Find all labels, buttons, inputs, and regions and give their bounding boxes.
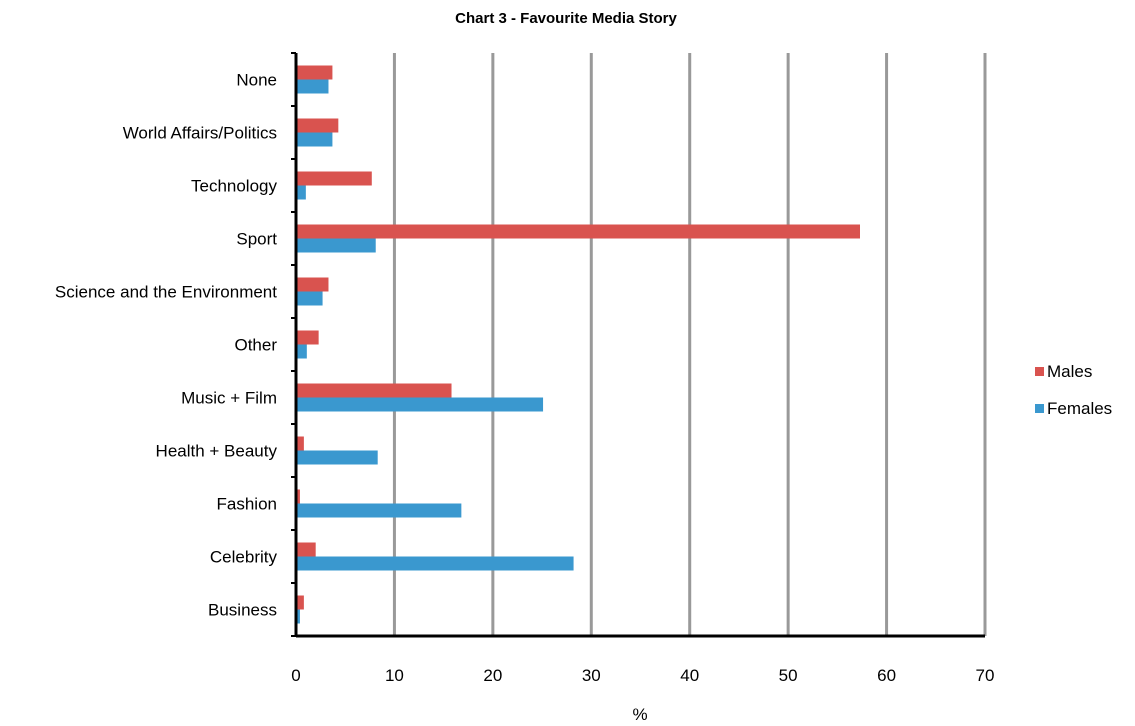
x-tick-label: 60 [877, 666, 896, 685]
category-label: Sport [236, 230, 277, 249]
category-label: Science and the Environment [55, 283, 277, 302]
bars [296, 65, 860, 624]
bar-males-9 [296, 542, 316, 557]
bar-females-2 [296, 185, 306, 200]
chart-title: Chart 3 - Favourite Media Story [455, 10, 677, 27]
x-tick-label: 20 [483, 666, 502, 685]
category-label: Music + Film [181, 389, 277, 408]
bar-males-5 [296, 330, 319, 345]
bar-females-3 [296, 238, 376, 253]
bar-females-1 [296, 132, 333, 147]
category-label: None [236, 71, 277, 90]
category-label: Celebrity [210, 548, 278, 567]
x-tick-label: 70 [976, 666, 995, 685]
x-axis-label: % [632, 705, 647, 724]
bar-males-4 [296, 277, 329, 292]
bar-males-8 [296, 489, 300, 504]
bar-males-6 [296, 383, 452, 398]
bar-females-0 [296, 79, 329, 94]
bar-females-8 [296, 503, 462, 518]
bar-males-2 [296, 171, 372, 186]
bar-males-0 [296, 65, 333, 80]
bar-females-10 [296, 609, 300, 624]
category-label: Health + Beauty [156, 442, 278, 461]
legend: Males Females [1035, 362, 1112, 418]
bar-females-7 [296, 450, 378, 465]
x-tick-label: 50 [779, 666, 798, 685]
category-label: Fashion [217, 495, 277, 514]
category-labels: None World Affairs/Politics Technology Spor… [55, 71, 278, 620]
bar-males-7 [296, 436, 304, 451]
axes [291, 52, 985, 638]
bar-females-5 [296, 344, 307, 359]
category-label: Technology [191, 177, 278, 196]
bar-females-4 [296, 291, 323, 306]
legend-label-males: Males [1047, 362, 1092, 381]
x-tick-label: 30 [582, 666, 601, 685]
x-tick-label: 40 [680, 666, 699, 685]
bar-females-9 [296, 556, 574, 571]
bar-males-10 [296, 595, 304, 610]
bar-females-6 [296, 397, 544, 412]
x-tick-label: 10 [385, 666, 404, 685]
legend-swatch-females [1035, 404, 1044, 413]
gridlines [392, 53, 987, 636]
category-label: World Affairs/Politics [123, 124, 277, 143]
category-label: Other [234, 336, 277, 355]
x-tick-label: 0 [291, 666, 300, 685]
bar-males-1 [296, 118, 339, 133]
bar-males-3 [296, 224, 860, 239]
legend-label-females: Females [1047, 399, 1112, 418]
category-label: Business [208, 601, 277, 620]
x-tick-labels: 0 10 20 30 40 50 60 70 [291, 666, 994, 685]
legend-swatch-males [1035, 367, 1044, 376]
